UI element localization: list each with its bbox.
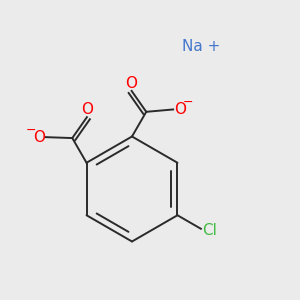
Text: O: O bbox=[174, 102, 186, 117]
Text: −: − bbox=[182, 96, 193, 110]
Text: −: − bbox=[26, 124, 36, 137]
Text: Na +: Na + bbox=[182, 39, 220, 54]
Text: O: O bbox=[126, 76, 138, 91]
Text: O: O bbox=[81, 102, 93, 117]
Text: O: O bbox=[33, 130, 45, 145]
Text: Cl: Cl bbox=[202, 223, 217, 238]
